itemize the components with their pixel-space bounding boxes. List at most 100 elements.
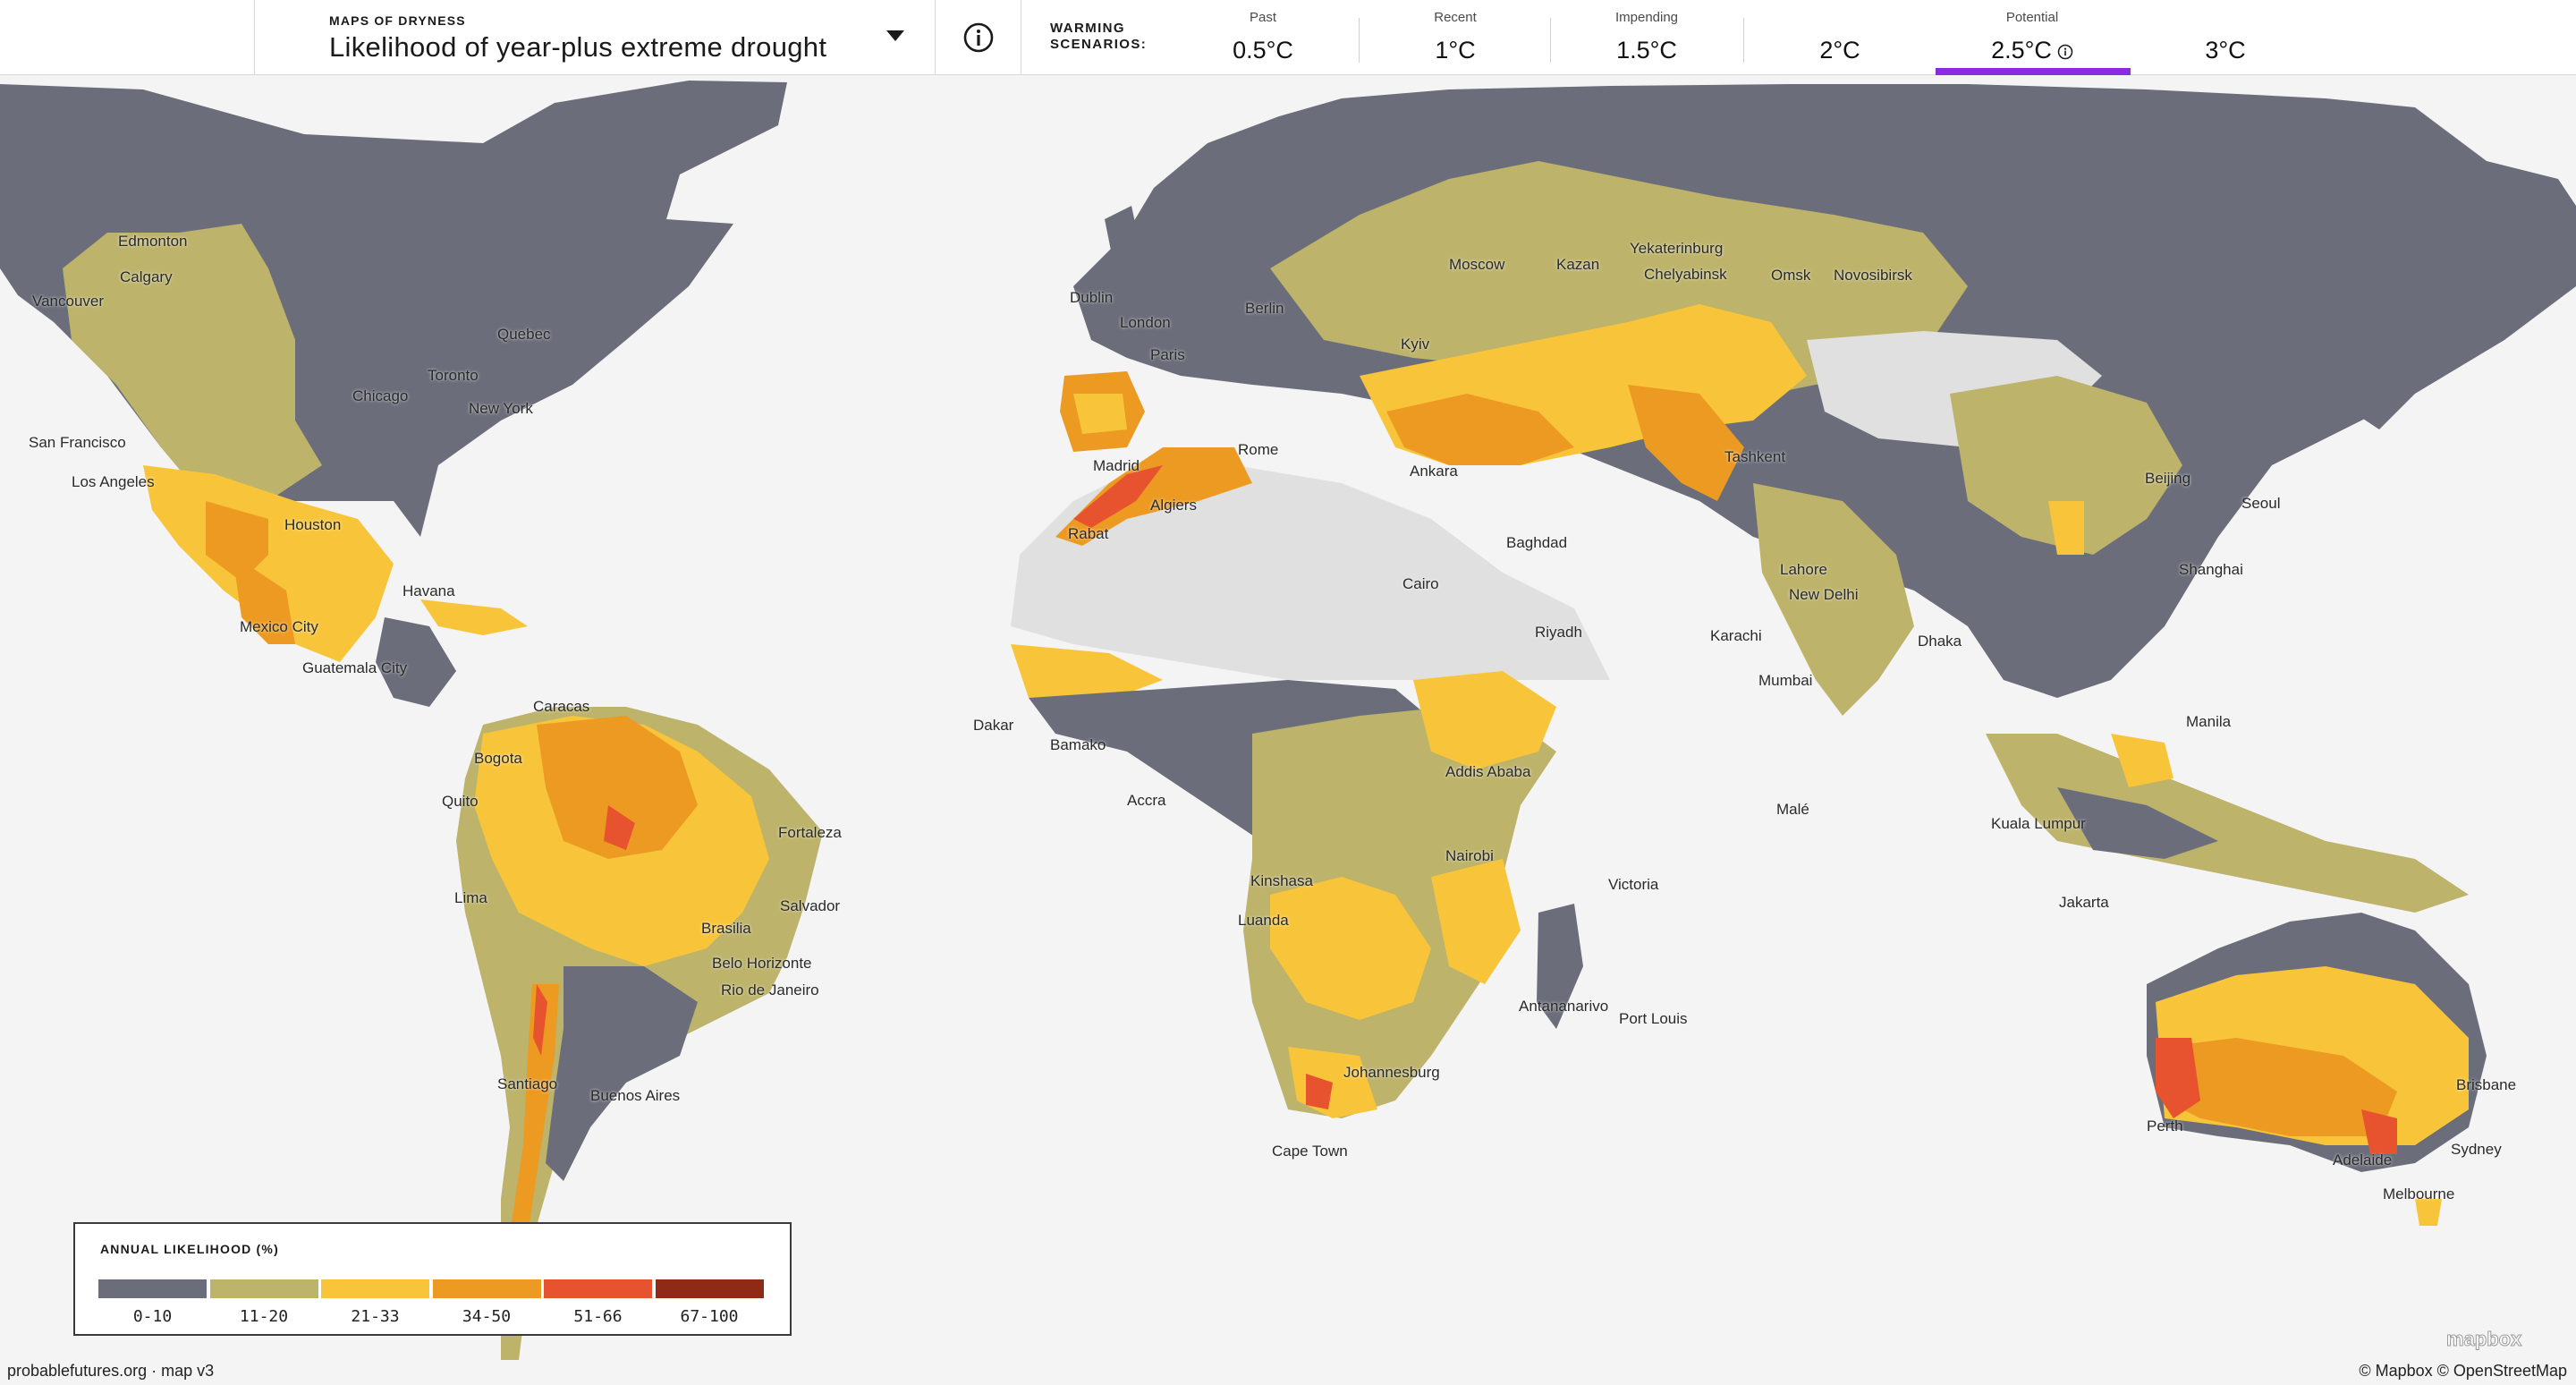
scenario-tab-2c[interactable]: 2°C (1743, 0, 1936, 75)
legend-swatch (209, 1279, 318, 1298)
scenario-divider (1743, 18, 1744, 63)
map-title: Likelihood of year-plus extreme drought (329, 31, 827, 63)
city-label: Antananarivo (1519, 998, 1609, 1015)
info-icon[interactable] (2057, 44, 2073, 60)
australia-landmass (2147, 913, 2487, 1226)
eurasia-landmass (1060, 84, 2576, 716)
legend-swatch (321, 1279, 429, 1298)
city-label: Lahore (1780, 561, 1827, 578)
city-label: Dhaka (1918, 633, 1962, 650)
city-label: Melbourne (2383, 1185, 2455, 1202)
scenario-value: 3°C (2205, 37, 2246, 64)
city-label: Mumbai (1758, 672, 1813, 689)
city-label: Caracas (533, 698, 590, 715)
scenario-divider (1359, 18, 1360, 63)
city-label: Rio de Janeiro (721, 981, 819, 998)
city-label: Omsk (1771, 267, 1811, 284)
great-britain (1105, 206, 1145, 286)
city-label: Edmonton (118, 233, 188, 250)
map-attribution[interactable]: © Mapbox © OpenStreetMap (2359, 1362, 2567, 1380)
city-label: Mexico City (240, 618, 318, 635)
chevron-down-icon[interactable] (886, 30, 904, 41)
scenario-value: 0.5°C (1233, 37, 1293, 64)
city-label: New Delhi (1789, 586, 1859, 603)
north-america-landmass (0, 81, 787, 707)
scenario-name: Recent (1434, 10, 1477, 25)
city-label: Karachi (1710, 627, 1762, 644)
scenario-tab-past[interactable]: Past 0.5°C (1166, 0, 1360, 75)
city-label: Johannesburg (1343, 1064, 1440, 1081)
scenario-value-active: 2.5°C (1936, 37, 2129, 64)
kamchatka (2504, 179, 2567, 268)
city-label: Addis Ababa (1445, 763, 1531, 780)
city-label: Victoria (1608, 876, 1659, 893)
city-label: Moscow (1449, 256, 1505, 273)
city-label: New York (469, 400, 533, 417)
city-label: Riyadh (1535, 624, 1582, 641)
city-label: Rome (1238, 441, 1279, 458)
city-label: Tashkent (1724, 448, 1786, 465)
city-label: Adelaide (2333, 1151, 2393, 1168)
city-label: Guatemala City (302, 659, 408, 676)
city-label: Salvador (780, 897, 841, 914)
scenario-value-text: 2.5°C (1991, 37, 2052, 64)
world-map[interactable]: Edmonton Calgary Vancouver San Francisco… (0, 75, 2576, 1385)
city-label: Malé (1776, 801, 1809, 818)
city-label: Manila (2186, 713, 2232, 730)
legend-label: 11-20 (239, 1307, 289, 1326)
city-label: Dublin (1070, 289, 1114, 306)
scenario-value: 1.5°C (1616, 37, 1677, 64)
city-label: Buenos Aires (590, 1087, 681, 1104)
city-label: Paris (1150, 346, 1185, 363)
city-label: San Francisco (29, 434, 126, 451)
active-scenario-indicator (1936, 68, 2131, 75)
city-label: Kinshasa (1250, 872, 1313, 889)
scenario-tab-3c[interactable]: 3°C (2129, 0, 2322, 75)
city-label: Los Angeles (72, 473, 155, 490)
city-label: Bogota (474, 750, 522, 767)
legend-panel: ANNUAL LIKELIHOOD (%) 0-10 11-20 21-33 34-5… (73, 1222, 792, 1336)
scenario-tab-recent[interactable]: Recent 1°C (1359, 0, 1552, 75)
warming-label-line1: WARMING (1050, 21, 1125, 36)
city-label: Vancouver (32, 293, 105, 310)
city-label: Chelyabinsk (1644, 266, 1727, 283)
scenario-tab-impending[interactable]: Impending 1.5°C (1550, 0, 1743, 75)
city-label: Fortaleza (778, 824, 842, 841)
japan (2352, 340, 2415, 429)
city-label: Santiago (497, 1075, 558, 1092)
legend-swatch (432, 1279, 541, 1298)
scenario-tab-potential[interactable]: Potential 2.5°C (1936, 0, 2129, 75)
scenario-value: 2°C (1819, 37, 1860, 64)
city-label: Beijing (2145, 470, 2191, 487)
city-label: Yekaterinburg (1630, 240, 1724, 257)
warming-label-line2: SCENARIOS: (1050, 37, 1148, 52)
city-label: Brasilia (701, 920, 751, 937)
city-label: Port Louis (1619, 1010, 1688, 1027)
city-label: Quito (442, 793, 479, 810)
city-label: Rabat (1068, 525, 1109, 542)
city-label: Madrid (1093, 457, 1140, 474)
city-label: Toronto (428, 367, 479, 384)
city-label: Seoul (2241, 495, 2281, 512)
city-label: Bamako (1050, 736, 1106, 753)
africa-landmass (1011, 447, 1610, 1118)
city-label: Belo Horizonte (712, 955, 812, 972)
map-selector-dropdown[interactable]: MAPS OF DRYNESS Likelihood of year-plus … (255, 0, 935, 75)
city-label: Quebec (497, 326, 551, 343)
warming-scenarios-label: WARMING SCENARIOS: (1050, 21, 1147, 53)
city-label: Kyiv (1401, 336, 1430, 353)
southeast-asia-landmass (1986, 734, 2469, 913)
mapbox-logo[interactable]: mapbox (2445, 1328, 2522, 1351)
site-credit[interactable]: probablefutures.org · map v3 (7, 1362, 215, 1380)
city-label: Accra (1127, 792, 1166, 809)
map-canvas[interactable] (0, 75, 2576, 1385)
legend-title: ANNUAL LIKELIHOOD (%) (100, 1242, 279, 1256)
header-spacer (0, 0, 255, 75)
info-icon[interactable] (962, 21, 996, 55)
scenario-name: Past (1249, 10, 1276, 25)
legend-label: 0-10 (132, 1307, 173, 1326)
city-label: Chicago (352, 387, 409, 404)
city-label: Nairobi (1445, 847, 1494, 864)
city-label: Perth (2147, 1117, 2183, 1134)
legend-label: 21-33 (351, 1307, 400, 1326)
